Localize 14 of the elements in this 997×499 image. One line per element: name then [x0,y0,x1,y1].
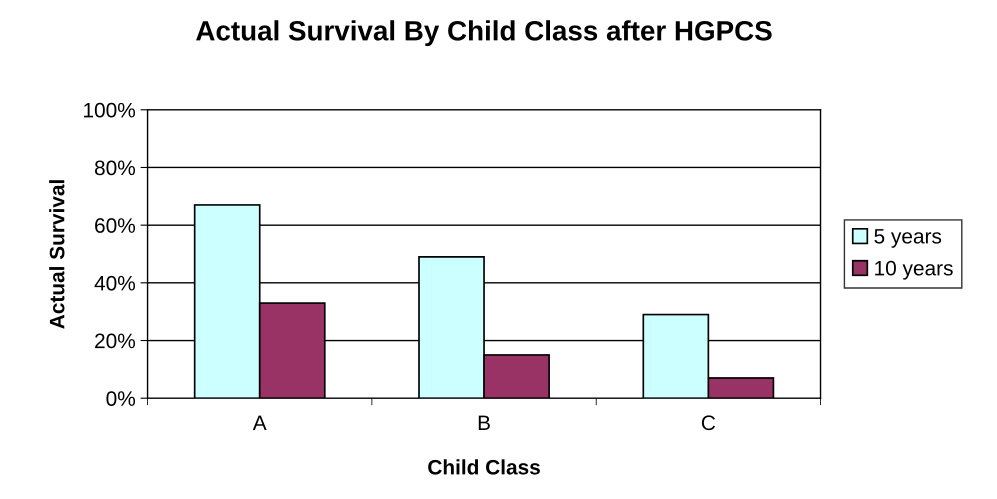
y-tick-label: 100% [84,102,136,118]
chart-title: Actual Survival By Child Class after HGPCS [196,20,772,46]
x-tick-label: B [478,416,490,430]
y-axis-title: Actual Survival [49,180,64,329]
y-tick-label: 80% [94,160,136,176]
legend-label: 10 years [875,260,953,280]
x-tick-label: A [252,416,267,430]
y-tick-label: 20% [95,334,136,348]
y-tick-label: 40% [94,276,136,291]
y-tick-label: 0% [106,391,136,406]
y-tick-label: 60% [95,218,136,233]
x-tick-label: C [702,415,716,430]
x-axis-title: Child Class [428,459,540,475]
legend-label: 5 years [874,229,942,248]
